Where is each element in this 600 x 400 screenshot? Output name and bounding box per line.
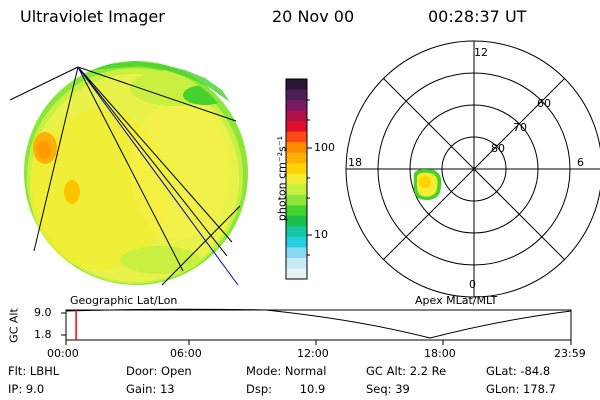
colorbar-band: [286, 142, 307, 154]
timeline-ytick-9: 9.0: [34, 306, 52, 319]
colorbar-band: [286, 184, 307, 196]
colorbar-band: [286, 121, 307, 133]
door-info: Door: Open: [126, 364, 192, 378]
colorbar-band: [286, 247, 307, 259]
geo-panel-caption: Geographic Lat/Lon: [70, 294, 178, 307]
seq-info: Seq: 39: [366, 382, 410, 396]
mode-info: Mode: Normal: [246, 364, 327, 378]
timeline-xtick-0600: 06:00: [170, 347, 202, 360]
glat-info: GLat: -84.8: [486, 364, 551, 378]
colorbar-band: [286, 268, 307, 280]
colorbar-band: [286, 89, 307, 101]
colorbar-band: [286, 226, 307, 238]
colorbar-band: [286, 152, 307, 164]
instrument-title: Ultraviolet Imager: [20, 7, 165, 26]
polar-plot: [345, 40, 600, 298]
colorbar-band: [286, 131, 307, 143]
colorbar-unit-label: photon cm⁻²s⁻¹: [275, 135, 289, 222]
altitude-curve: [65, 308, 572, 339]
filter-info: Flt: LBHL: [8, 364, 60, 378]
colorbar-band: [286, 205, 307, 217]
geo-meridian-line: [77, 66, 239, 286]
colorbar-band: [286, 236, 307, 249]
colorbar-band: [286, 257, 307, 270]
mlat-label-70: 70: [513, 121, 527, 134]
colorbar-band: [286, 173, 307, 185]
polar-aurora-blob: [413, 168, 442, 200]
timeline-xtick-2359: 23:59: [554, 347, 586, 360]
ip-info: IP: 9.0: [8, 382, 45, 396]
colorbar-band: [286, 100, 307, 112]
colorbar-frame: [285, 78, 308, 280]
timeline-xtick-1800: 18:00: [424, 347, 456, 360]
time-label: 00:28:37 UT: [428, 7, 527, 26]
colorbar-band: [286, 194, 307, 206]
uv-image-disk: [24, 61, 248, 285]
colorbar: [286, 79, 307, 280]
timeline-plot: [61, 308, 572, 345]
colorbar-tick-label-100: 100: [314, 141, 335, 154]
colorbar-band: [286, 215, 307, 227]
gain-info: Gain: 13: [126, 382, 175, 396]
mlt-label-12: 12: [474, 46, 488, 59]
colorbar-tick-label-10: 10: [314, 228, 328, 241]
timeline-ytick-1-8: 1.8: [34, 328, 52, 341]
gc-alt-info: GC Alt: 2.2 Re: [366, 364, 447, 378]
colorbar-band: [286, 110, 307, 122]
timeline-axis-label: GC Alt: [7, 308, 21, 343]
date-label: 20 Nov 00: [272, 7, 355, 26]
timeline-xtick-0000: 00:00: [47, 347, 79, 360]
timeline-xtick-1200: 12:00: [297, 347, 329, 360]
mlat-label-60: 60: [537, 97, 551, 110]
mlt-label-18: 18: [348, 156, 362, 169]
mlt-label-0: 0: [469, 278, 476, 291]
dsp-info: Dsp: 10.9: [246, 382, 326, 396]
mlat-label-80: 80: [491, 142, 505, 155]
glon-info: GLon: 178.7: [486, 382, 556, 396]
colorbar-band: [286, 163, 307, 175]
colorbar-band: [286, 79, 307, 91]
polar-panel-caption: Apex MLat/MLT: [415, 294, 498, 307]
geo-grid-lines: [9, 66, 241, 286]
mlt-label-6: 6: [577, 156, 584, 169]
